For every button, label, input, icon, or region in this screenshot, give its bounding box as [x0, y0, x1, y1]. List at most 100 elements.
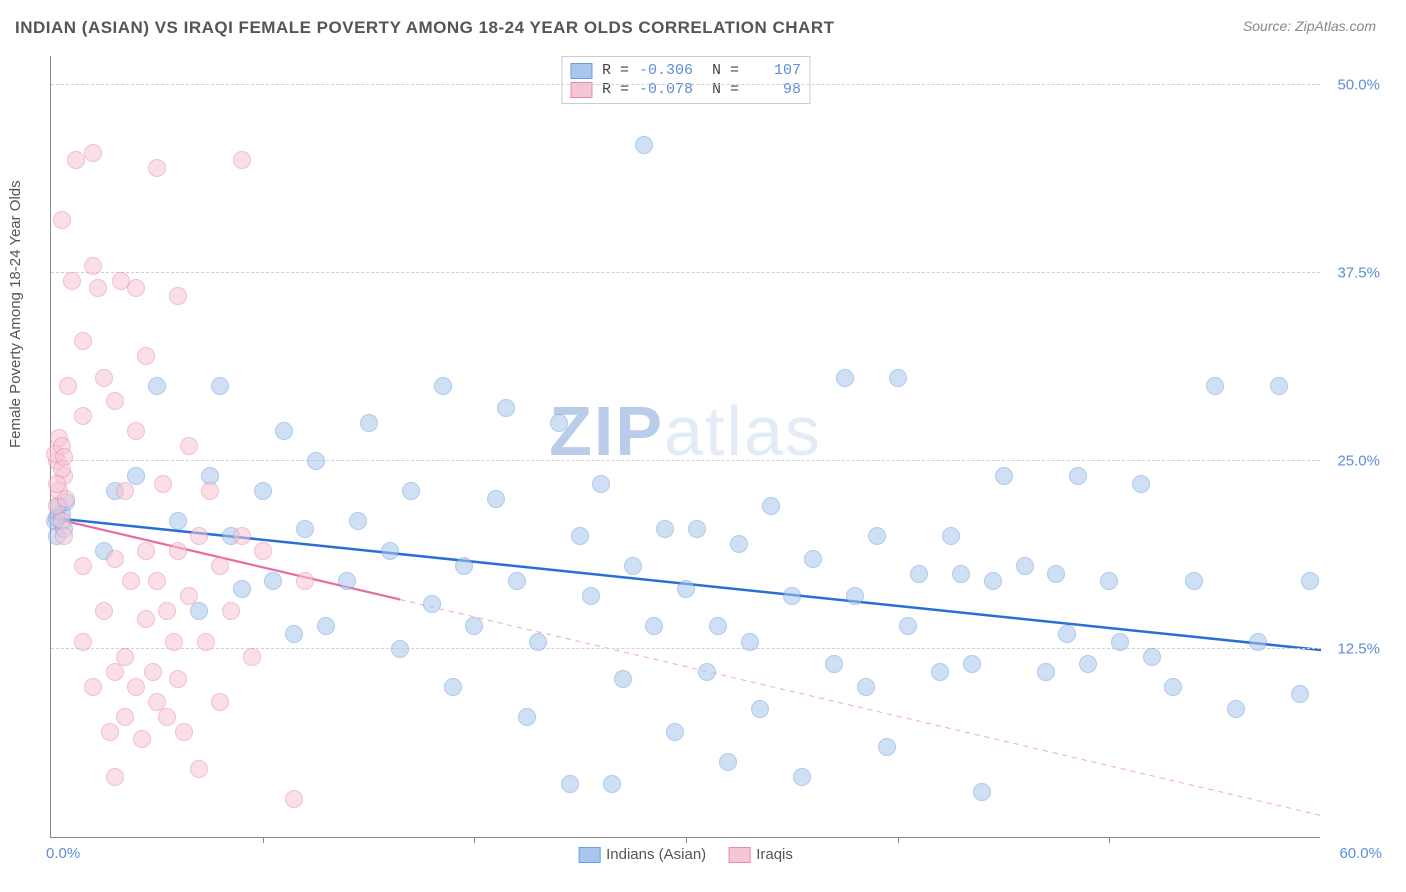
scatter-point-indians	[349, 512, 367, 530]
scatter-point-indians	[1270, 377, 1288, 395]
scatter-point-indians	[1164, 678, 1182, 696]
scatter-point-indians	[635, 136, 653, 154]
scatter-point-iraqis	[55, 448, 73, 466]
scatter-point-indians	[1185, 572, 1203, 590]
scatter-point-indians	[952, 565, 970, 583]
scatter-point-iraqis	[158, 708, 176, 726]
scatter-point-indians	[1047, 565, 1065, 583]
scatter-point-iraqis	[106, 768, 124, 786]
scatter-point-iraqis	[243, 648, 261, 666]
scatter-point-indians	[254, 482, 272, 500]
scatter-point-indians	[550, 414, 568, 432]
scatter-point-indians	[307, 452, 325, 470]
scatter-point-iraqis	[127, 279, 145, 297]
scatter-point-iraqis	[137, 610, 155, 628]
scatter-point-indians	[381, 542, 399, 560]
scatter-point-iraqis	[169, 542, 187, 560]
scatter-point-indians	[730, 535, 748, 553]
scatter-point-iraqis	[127, 422, 145, 440]
scatter-point-indians	[264, 572, 282, 590]
scatter-point-indians	[338, 572, 356, 590]
scatter-point-indians	[762, 497, 780, 515]
scatter-point-indians	[836, 369, 854, 387]
scatter-point-indians	[1301, 572, 1319, 590]
scatter-point-iraqis	[53, 211, 71, 229]
scatter-point-indians	[984, 572, 1002, 590]
scatter-point-indians	[603, 775, 621, 793]
scatter-point-iraqis	[148, 572, 166, 590]
scatter-point-iraqis	[137, 347, 155, 365]
scatter-point-indians	[275, 422, 293, 440]
scatter-point-indians	[1291, 685, 1309, 703]
scatter-point-indians	[857, 678, 875, 696]
scatter-point-iraqis	[137, 542, 155, 560]
scatter-point-indians	[148, 377, 166, 395]
scatter-point-indians	[1069, 467, 1087, 485]
legend-r-value: -0.306	[639, 62, 693, 79]
scatter-point-indians	[571, 527, 589, 545]
legend-stats-box: R =-0.306 N =107R =-0.078 N =98	[561, 56, 810, 104]
source-label: Source:	[1243, 18, 1291, 34]
scatter-point-iraqis	[211, 557, 229, 575]
scatter-point-indians	[391, 640, 409, 658]
scatter-point-indians	[592, 475, 610, 493]
scatter-point-indians	[783, 587, 801, 605]
scatter-point-iraqis	[55, 527, 73, 545]
scatter-point-iraqis	[175, 723, 193, 741]
y-tick-label: 37.5%	[1337, 265, 1380, 282]
y-axis-label: Female Poverty Among 18-24 Year Olds	[7, 180, 24, 448]
scatter-point-iraqis	[296, 572, 314, 590]
scatter-point-iraqis	[106, 663, 124, 681]
scatter-point-iraqis	[116, 482, 134, 500]
scatter-point-indians	[1249, 633, 1267, 651]
gridline	[51, 272, 1320, 273]
legend-series-item: Iraqis	[728, 846, 793, 863]
scatter-point-indians	[995, 467, 1013, 485]
scatter-point-iraqis	[106, 550, 124, 568]
scatter-point-indians	[1058, 625, 1076, 643]
scatter-point-indians	[465, 617, 483, 635]
scatter-point-indians	[751, 700, 769, 718]
x-tick	[263, 837, 264, 843]
scatter-point-iraqis	[74, 557, 92, 575]
scatter-point-iraqis	[201, 482, 219, 500]
scatter-point-indians	[1016, 557, 1034, 575]
scatter-point-indians	[741, 633, 759, 651]
scatter-point-indians	[878, 738, 896, 756]
scatter-point-iraqis	[180, 437, 198, 455]
trend-lines-layer	[51, 56, 1321, 838]
source-attribution: Source: ZipAtlas.com	[1243, 18, 1376, 34]
scatter-point-indians	[1100, 572, 1118, 590]
scatter-point-indians	[434, 377, 452, 395]
scatter-point-indians	[518, 708, 536, 726]
scatter-point-indians	[973, 783, 991, 801]
scatter-point-iraqis	[95, 602, 113, 620]
scatter-point-indians	[317, 617, 335, 635]
gridline	[51, 84, 1320, 85]
scatter-point-indians	[444, 678, 462, 696]
scatter-point-indians	[233, 580, 251, 598]
scatter-point-iraqis	[116, 648, 134, 666]
legend-n-value: 107	[749, 62, 801, 79]
chart-title: INDIAN (ASIAN) VS IRAQI FEMALE POVERTY A…	[15, 18, 835, 38]
scatter-point-iraqis	[84, 257, 102, 275]
scatter-point-indians	[487, 490, 505, 508]
scatter-point-indians	[582, 587, 600, 605]
scatter-point-indians	[1132, 475, 1150, 493]
scatter-point-indians	[889, 369, 907, 387]
legend-series-item: Indians (Asian)	[578, 846, 706, 863]
scatter-point-iraqis	[190, 527, 208, 545]
scatter-point-iraqis	[106, 392, 124, 410]
scatter-point-indians	[508, 572, 526, 590]
x-tick	[1109, 837, 1110, 843]
scatter-point-iraqis	[63, 272, 81, 290]
gridline	[51, 460, 1320, 461]
legend-stats-row-iraqis: R =-0.078 N =98	[570, 80, 801, 99]
scatter-point-indians	[1143, 648, 1161, 666]
scatter-point-indians	[497, 399, 515, 417]
scatter-point-indians	[285, 625, 303, 643]
scatter-point-indians	[666, 723, 684, 741]
scatter-point-indians	[455, 557, 473, 575]
legend-swatch-indians	[570, 63, 592, 79]
legend-series-label: Iraqis	[756, 846, 793, 863]
